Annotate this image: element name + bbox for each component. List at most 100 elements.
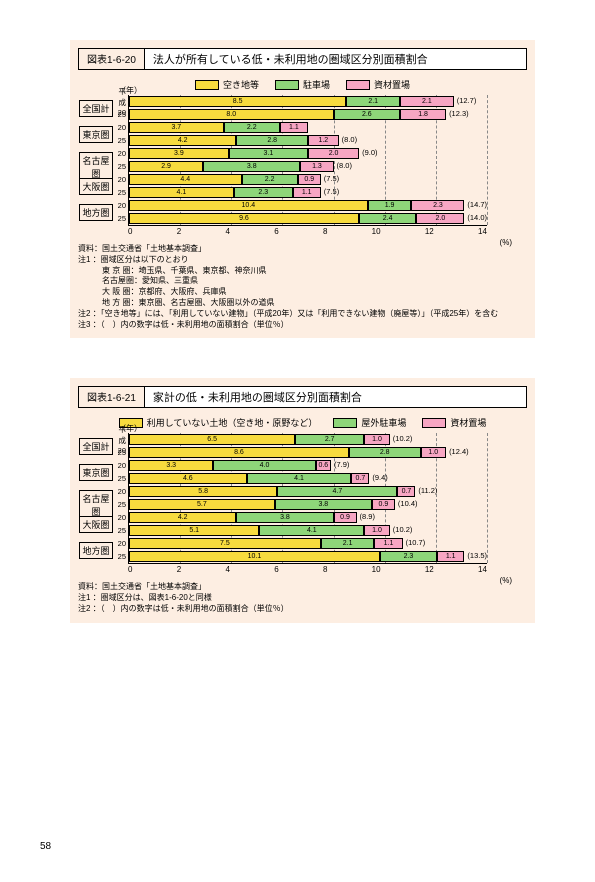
bar-segment: 1.2 bbox=[308, 135, 339, 146]
chart-panel: 図表1-6-21家計の低・未利用地の圏域区分別面積割合利用していない土地（空き地… bbox=[70, 378, 535, 622]
x-tick: 2 bbox=[177, 565, 181, 574]
group: 東京圏203.34.00.6(7.9)254.64.10.7(9.4) bbox=[129, 459, 487, 485]
x-axis: 02468101214 bbox=[128, 565, 487, 574]
bar-segment: 1.1 bbox=[374, 538, 402, 549]
bar-segment: 4.1 bbox=[259, 525, 364, 536]
x-tick: 12 bbox=[425, 227, 434, 236]
bar-segment: 1.9 bbox=[368, 200, 412, 211]
group: 全国計平成208.52.12.1(12.7)258.02.61.8(12.3) bbox=[129, 95, 487, 121]
bar-segment: 10.1 bbox=[129, 551, 380, 562]
bar-row: 204.23.80.9(8.9) bbox=[129, 511, 487, 524]
bar-stack: 8.62.81.0(12.4) bbox=[129, 447, 487, 458]
bar-stack: 10.12.31.1(13.5) bbox=[129, 551, 487, 562]
bar-segment: 2.2 bbox=[224, 122, 280, 133]
x-tick: 12 bbox=[425, 565, 434, 574]
bar-total-label: (12.4) bbox=[449, 447, 469, 458]
bar-stack: 4.23.80.9(8.9) bbox=[129, 512, 487, 523]
x-axis: 02468101214 bbox=[128, 227, 487, 236]
bar-segment: 2.1 bbox=[400, 96, 454, 107]
bar-segment: 2.8 bbox=[236, 135, 308, 146]
bar-stack: 10.41.92.3(14.7) bbox=[129, 200, 487, 211]
legend-label: 屋外駐車場 bbox=[361, 416, 406, 429]
year-label: 20 bbox=[112, 461, 126, 470]
year-label: 25 bbox=[112, 110, 126, 119]
bar-row: 252.93.81.3(8.0) bbox=[129, 160, 487, 173]
bar-row: 254.12.31.1(7.5) bbox=[129, 186, 487, 199]
bar-segment: 1.0 bbox=[364, 525, 390, 536]
legend-item: 資材置場 bbox=[422, 416, 486, 429]
group-label: 全国計 bbox=[79, 438, 113, 455]
group: 地方圏207.52.11.1(10.7)2510.12.31.1(13.5) bbox=[129, 537, 487, 563]
x-tick: 0 bbox=[128, 565, 132, 574]
bar-total-label: (8.0) bbox=[337, 161, 352, 172]
bar-segment: 2.2 bbox=[242, 174, 298, 185]
bar-total-label: (7.5) bbox=[324, 187, 339, 198]
bar-segment: 4.2 bbox=[129, 512, 236, 523]
legend-label: 駐車場 bbox=[303, 78, 330, 91]
bar-segment: 0.9 bbox=[334, 512, 357, 523]
bar-total-label: (12.7) bbox=[457, 96, 477, 107]
bar-segment: 4.6 bbox=[129, 473, 247, 484]
bar-row: 203.34.00.6(7.9) bbox=[129, 459, 487, 472]
bar-segment: 2.0 bbox=[416, 213, 464, 224]
bar-segment: 1.1 bbox=[293, 187, 321, 198]
bar-segment: 4.1 bbox=[247, 473, 352, 484]
bar-segment: 5.1 bbox=[129, 525, 259, 536]
bar-segment: 4.4 bbox=[129, 174, 242, 185]
legend-label: 資材置場 bbox=[374, 78, 410, 91]
page-number: 58 bbox=[40, 841, 51, 852]
legend-item: 資材置場 bbox=[346, 78, 410, 91]
legend-swatch bbox=[422, 418, 446, 428]
bar-stack: 2.93.81.3(8.0) bbox=[129, 161, 487, 172]
bar-segment: 2.3 bbox=[380, 551, 437, 562]
year-label: 25 bbox=[112, 474, 126, 483]
note-line: 注2 ：「空き地等」には、「利用していない建物」（平成20年）又は「利用できない… bbox=[78, 309, 527, 320]
bar-segment: 3.7 bbox=[129, 122, 224, 133]
bar-segment: 0.7 bbox=[397, 486, 415, 497]
bar-total-label: (10.2) bbox=[393, 434, 413, 445]
bar-stack: 4.22.81.2(8.0) bbox=[129, 135, 487, 146]
x-tick: 14 bbox=[478, 227, 487, 236]
legend-swatch bbox=[275, 80, 299, 90]
bar-stack: 6.52.71.0(10.2) bbox=[129, 434, 487, 445]
bar-segment: 5.7 bbox=[129, 499, 275, 510]
bar-segment: 2.3 bbox=[411, 200, 464, 211]
legend: 利用していない土地（空き地・原野など）屋外駐車場資材置場 bbox=[78, 416, 527, 429]
bar-total-label: (9.4) bbox=[372, 473, 387, 484]
year-label: 25 bbox=[112, 162, 126, 171]
bar-row: 2510.12.31.1(13.5) bbox=[129, 550, 487, 563]
year-label: 25 bbox=[112, 500, 126, 509]
bar-row: 203.72.21.1 bbox=[129, 121, 487, 134]
x-tick: 4 bbox=[225, 565, 229, 574]
note-line: 資料：国土交通省「土地基本調査」 bbox=[78, 244, 527, 255]
plot-area: 全国計平成208.52.12.1(12.7)258.02.61.8(12.3)東… bbox=[128, 95, 487, 226]
group: 地方圏2010.41.92.3(14.7)259.62.42.0(14.0) bbox=[129, 199, 487, 225]
figure-title: 法人が所有している低・未利用地の圏域区分別面積割合 bbox=[145, 48, 527, 70]
figure-title: 家計の低・未利用地の圏域区分別面積割合 bbox=[145, 386, 527, 408]
legend-swatch bbox=[195, 80, 219, 90]
bar-segment: 2.0 bbox=[308, 148, 359, 159]
chart-notes: 資料：国土交通省「土地基本調査」注1 ：圏域区分は以下のとおり 東 京 圏：埼玉… bbox=[78, 244, 527, 330]
x-tick: 8 bbox=[323, 565, 327, 574]
bar-segment: 9.6 bbox=[129, 213, 359, 224]
note-line: 東 京 圏：埼玉県、千葉県、東京都、神奈川県 bbox=[78, 266, 527, 277]
plot-area: 全国計平成206.52.71.0(10.2)258.62.81.0(12.4)東… bbox=[128, 433, 487, 564]
bar-segment: 2.8 bbox=[349, 447, 421, 458]
year-label: 20 bbox=[112, 149, 126, 158]
x-tick: 8 bbox=[323, 227, 327, 236]
x-tick: 6 bbox=[274, 227, 278, 236]
bar-segment: 4.2 bbox=[129, 135, 236, 146]
bar-row: 254.22.81.2(8.0) bbox=[129, 134, 487, 147]
bar-stack: 3.72.21.1 bbox=[129, 122, 487, 133]
bar-segment: 2.9 bbox=[129, 161, 203, 172]
bar-total-label: (7.5) bbox=[324, 174, 339, 185]
bar-segment: 1.1 bbox=[280, 122, 308, 133]
bar-row: 204.42.20.9(7.5) bbox=[129, 173, 487, 186]
legend-swatch bbox=[346, 80, 370, 90]
figure-tag: 図表1-6-21 bbox=[78, 386, 145, 408]
group-label: 大阪圏 bbox=[79, 516, 113, 533]
x-tick: 6 bbox=[274, 565, 278, 574]
bar-total-label: (11.2) bbox=[418, 486, 437, 497]
bar-segment: 0.9 bbox=[298, 174, 321, 185]
group: 名古屋圏205.84.70.7(11.2)255.73.80.9(10.4) bbox=[129, 485, 487, 511]
